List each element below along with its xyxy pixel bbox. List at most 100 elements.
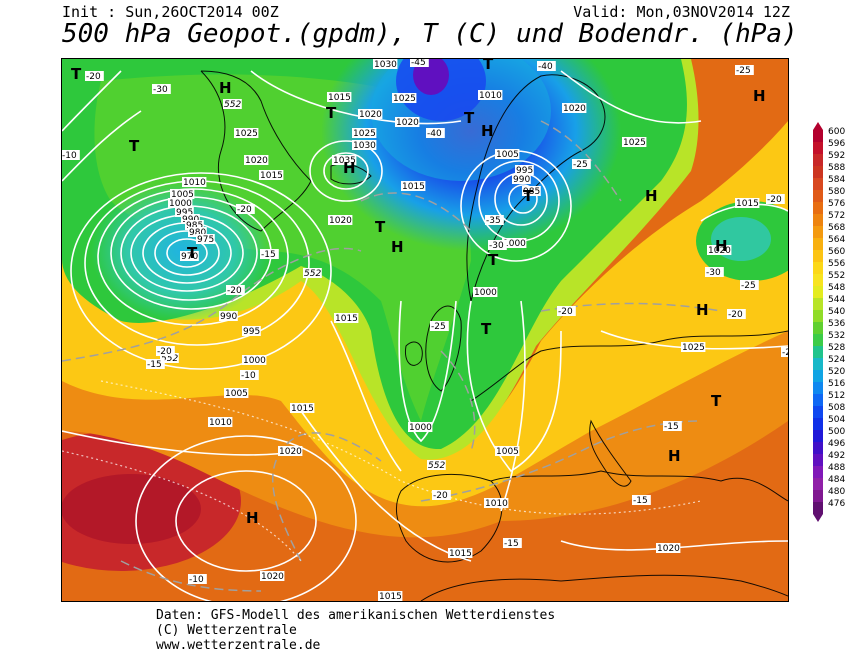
isotherm-7 — [120, 560, 262, 592]
gpdm-label-bg — [427, 460, 446, 470]
pressure-center-marker: H — [668, 447, 681, 465]
temperature-label-bg — [557, 306, 576, 316]
pressure-label: 990 — [220, 312, 237, 322]
gpdm-label-bg — [223, 99, 242, 109]
pressure-label-bg — [562, 103, 587, 113]
temperature-label-bg — [240, 370, 259, 380]
temperature-label: -10 — [189, 575, 204, 585]
pressure-label: 1020 — [396, 118, 419, 128]
pressure-label: 1025 — [623, 138, 646, 148]
pressure-center-marker: H — [481, 122, 494, 140]
colorbar-cell — [813, 418, 823, 430]
pressure-label: 1020 — [563, 104, 586, 114]
pressure-label: 1035 — [333, 156, 356, 166]
pressure-label: 1015 — [402, 182, 425, 192]
colorbar-level-label: 516 — [828, 379, 846, 389]
isotherm-5 — [360, 192, 472, 232]
pressure-center-marker: H — [645, 187, 658, 205]
pressure-label: 1000 — [474, 288, 497, 298]
temperature-label-bg — [260, 249, 279, 259]
colorbar-level-label: 584 — [828, 175, 846, 185]
colorbar-level-label: 564 — [828, 235, 846, 245]
pressure-center-marker: T — [488, 251, 499, 269]
pressure-center-marker: H — [715, 237, 728, 255]
isotherm-6 — [540, 120, 622, 202]
pressure-label: 1010 — [183, 178, 206, 188]
isotherm-3 — [420, 420, 702, 502]
pressure-label-bg — [515, 165, 534, 175]
pressure-label-bg — [495, 149, 520, 159]
pressure-label-bg — [182, 177, 207, 187]
gpdm-label: 552 — [161, 354, 178, 364]
gpdm-label-bg — [303, 268, 322, 278]
colorbar-level-label: 532 — [828, 331, 846, 341]
isobar-north-2 — [560, 70, 702, 124]
temperature-label-bg — [226, 285, 245, 295]
pressure-center-marker: T — [375, 218, 386, 236]
temperature-label-bg — [632, 495, 651, 505]
pressure-label-bg — [332, 155, 357, 165]
isohypse-2 — [62, 450, 302, 562]
colorbar-level-label: 480 — [828, 487, 846, 497]
pressure-label-bg — [168, 198, 193, 208]
pressure-center-marker: T — [481, 320, 492, 338]
pressure-label: 1005 — [496, 150, 519, 160]
temperature-label: -20 — [157, 347, 172, 357]
pressure-label-bg — [170, 189, 195, 199]
pressure-labels: 1030 1015 1025 1020 1020 1010 1020 1025 1025 1025… — [168, 59, 760, 601]
footer-copyright: (C) Wetterzentrale — [156, 623, 297, 638]
pressure-center-marker: T — [711, 392, 722, 410]
cold-pool-core — [413, 59, 449, 95]
isobar-north-1 — [250, 70, 462, 125]
colorbar-cell — [813, 130, 823, 142]
gpdm-label: 552 — [224, 100, 241, 110]
pressure-label-bg — [242, 355, 267, 365]
pressure-label-bg — [180, 251, 199, 261]
colorbar-level-label: 568 — [828, 223, 846, 233]
pressure-label-bg — [408, 422, 433, 432]
temperature-label: -30 — [153, 85, 168, 95]
colorbar-cell — [813, 298, 823, 310]
colorbar-cell — [813, 454, 823, 466]
pressure-label-bg — [334, 313, 359, 323]
temperature-label-bg — [188, 574, 207, 584]
pressure-label-bg — [522, 186, 541, 196]
colorbar-cell — [813, 166, 823, 178]
temperature-label-bg — [727, 309, 746, 319]
pressure-label-bg — [352, 140, 377, 150]
colorbar-level-label: 580 — [828, 187, 846, 197]
isobar-azores-high-1 — [175, 470, 317, 572]
pressure-center-marker: H — [343, 159, 356, 177]
temperature-label: -25 — [573, 160, 588, 170]
temperature-label: -35 — [486, 216, 501, 226]
pressure-label: 1000 — [409, 423, 432, 433]
pressure-label: 1030 — [353, 141, 376, 151]
chart-title: 500 hPa Geopot.(gpdm), T (C) und Bodendr… — [62, 19, 798, 49]
pressure-center-marker: T — [129, 137, 140, 155]
colorbar-level-label: 560 — [828, 247, 846, 257]
colorbar-cell — [813, 490, 823, 502]
weather-map-svg: 1030 1015 1025 1020 1020 1010 1020 1025 1025 1025… — [62, 59, 788, 601]
pressure-center-marker: H — [246, 509, 259, 527]
pressure-label-bg — [234, 128, 259, 138]
gpdm-labels: 552 552 552 552 — [160, 99, 446, 471]
coast-iberia — [395, 473, 503, 563]
colorbar-level-label: 508 — [828, 403, 846, 413]
pressure-label: 1020 — [279, 447, 302, 457]
footer-data-source: Daten: GFS-Modell des amerikanischen Wet… — [156, 608, 556, 623]
temperature-label-bg — [781, 347, 788, 357]
temperature-label-bg — [485, 215, 504, 225]
pressure-label-bg — [244, 155, 269, 165]
isobar-1015 — [300, 410, 472, 562]
temperature-label-bg — [156, 346, 175, 356]
pressure-label-bg — [681, 342, 706, 352]
colorbar-cell — [813, 142, 823, 154]
colorbar-level-label: 492 — [828, 451, 846, 461]
footer-credits: Daten: GFS-Modell des amerikanischen Wet… — [156, 608, 555, 653]
colorbar-level-label: 556 — [828, 259, 846, 269]
pressure-center-marker: H — [696, 301, 709, 319]
colorbar-level-label: 552 — [828, 271, 846, 281]
pressure-label-bg — [656, 543, 681, 553]
colorbar-level-label: 528 — [828, 343, 846, 353]
temperature-label: -40 — [538, 62, 553, 72]
